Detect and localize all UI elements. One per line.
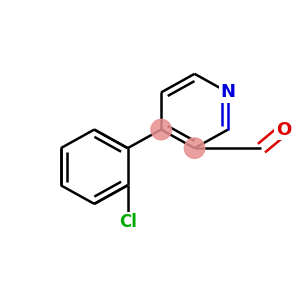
Circle shape xyxy=(184,138,205,158)
Text: N: N xyxy=(220,83,236,101)
Text: Cl: Cl xyxy=(119,213,136,231)
Text: O: O xyxy=(276,121,291,139)
Circle shape xyxy=(151,119,171,140)
